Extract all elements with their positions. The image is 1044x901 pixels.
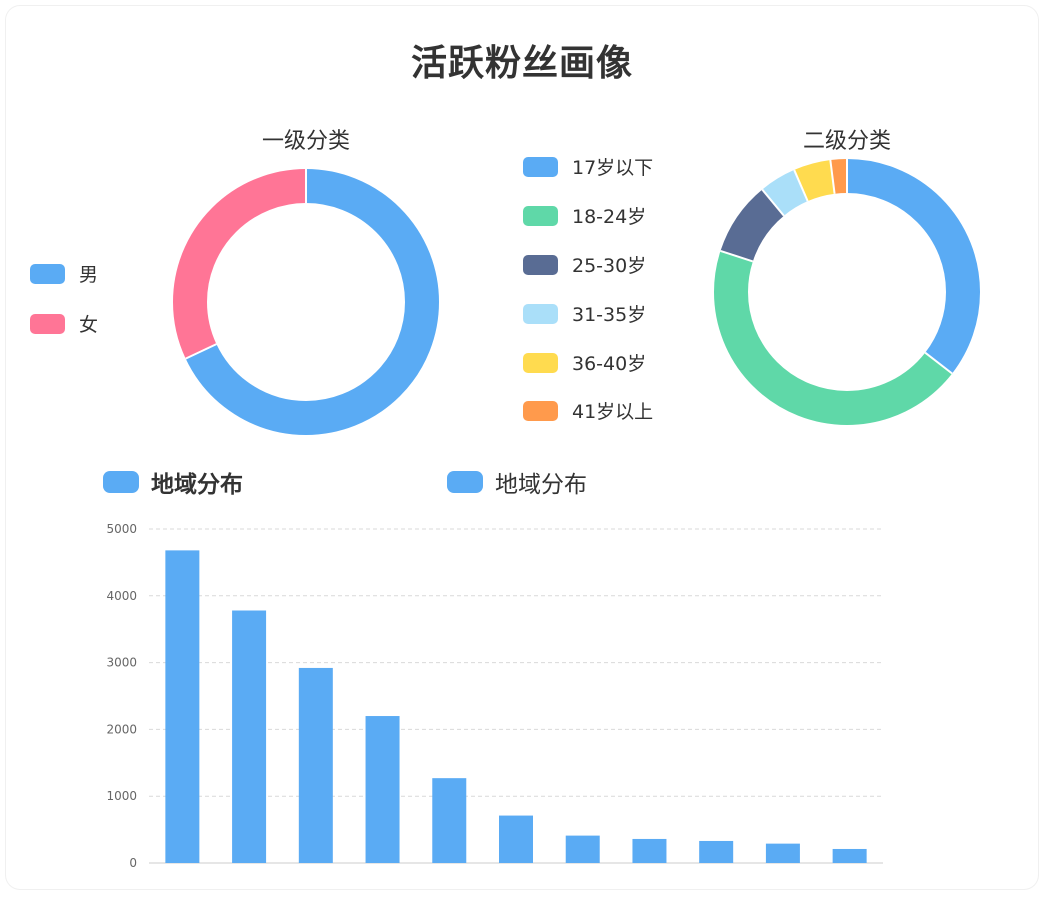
- pie2-legend-25-30[interactable]: 25-30岁: [523, 251, 646, 278]
- bar-legend-left[interactable]: 地域分布: [103, 465, 243, 499]
- bar-2[interactable]: [298, 667, 333, 863]
- y-tick-label: 1000: [106, 789, 137, 803]
- legend-swatch-male: [30, 263, 65, 284]
- page-title: 活跃粉丝画像: [410, 43, 633, 84]
- pie2-legend-under17[interactable]: 17岁以下: [523, 153, 653, 180]
- bar-1[interactable]: [232, 610, 267, 863]
- legend-label: 25-30岁: [572, 255, 647, 277]
- bar-0[interactable]: [165, 550, 200, 863]
- bar-4[interactable]: [432, 778, 467, 863]
- pie1-donut-chart: [173, 169, 439, 435]
- bar-legend-right[interactable]: 地域分布: [447, 465, 587, 499]
- pie1-legend-male[interactable]: 男: [30, 260, 98, 287]
- bar-3[interactable]: [365, 716, 400, 863]
- pie2-separator: [793, 169, 809, 202]
- legend-label: 41岁以上: [572, 401, 654, 423]
- pie2-separator: [924, 351, 953, 375]
- pie2-title: 二级分类: [802, 129, 892, 154]
- legend-label: 地域分布: [151, 472, 243, 498]
- pie1-separator: [185, 343, 217, 360]
- bar-6[interactable]: [565, 835, 600, 863]
- pie2-separator: [761, 188, 785, 217]
- y-tick-label: 2000: [106, 722, 137, 736]
- legend-swatch: [447, 471, 483, 493]
- bar-7[interactable]: [632, 838, 667, 863]
- legend-swatch: [523, 205, 558, 226]
- pie2-separator: [829, 159, 836, 194]
- legend-label: 地域分布: [495, 472, 587, 498]
- report-card: 活跃粉丝画像 一级分类 男 女 17岁以下 18-24岁 25-30岁 31-3…: [6, 6, 1038, 889]
- pie2-legend-31-35[interactable]: 31-35岁: [523, 300, 646, 327]
- legend-label: 18-24岁: [572, 206, 647, 228]
- pie2-separator: [720, 249, 754, 263]
- legend-swatch: [523, 156, 558, 177]
- pie2-slice-1[interactable]: [714, 159, 980, 425]
- y-tick-label: 5000: [106, 522, 137, 536]
- y-tick-label: 0: [129, 856, 137, 870]
- legend-swatch-female: [30, 313, 65, 334]
- pie2-legend-18-24[interactable]: 18-24岁: [523, 202, 646, 229]
- y-tick-label: 3000: [106, 656, 137, 670]
- pie2-legend-36-40[interactable]: 36-40岁: [523, 349, 646, 376]
- legend-swatch: [523, 352, 558, 373]
- pie2-donut-chart: [714, 159, 980, 425]
- legend-label: 男: [79, 264, 99, 286]
- legend-label: 31-35岁: [572, 304, 647, 326]
- bar-10[interactable]: [832, 848, 867, 863]
- legend-label: 17岁以下: [572, 157, 654, 179]
- legend-swatch: [523, 254, 558, 275]
- bar-8[interactable]: [699, 840, 734, 863]
- legend-swatch: [523, 400, 558, 421]
- legend-swatch: [523, 303, 558, 324]
- bar-5[interactable]: [499, 815, 533, 863]
- pie1-title: 一级分类: [261, 129, 351, 154]
- pie1-legend-female[interactable]: 女: [30, 310, 98, 337]
- region-bar-chart: 0 1000 2000 3000 4000 5000: [106, 522, 883, 870]
- legend-swatch: [103, 471, 139, 493]
- y-tick-label: 4000: [106, 589, 137, 603]
- pie2-legend-over41[interactable]: 41岁以上: [523, 397, 653, 424]
- legend-label: 36-40岁: [572, 353, 647, 375]
- legend-label: 女: [79, 314, 99, 336]
- bar-9[interactable]: [765, 843, 800, 863]
